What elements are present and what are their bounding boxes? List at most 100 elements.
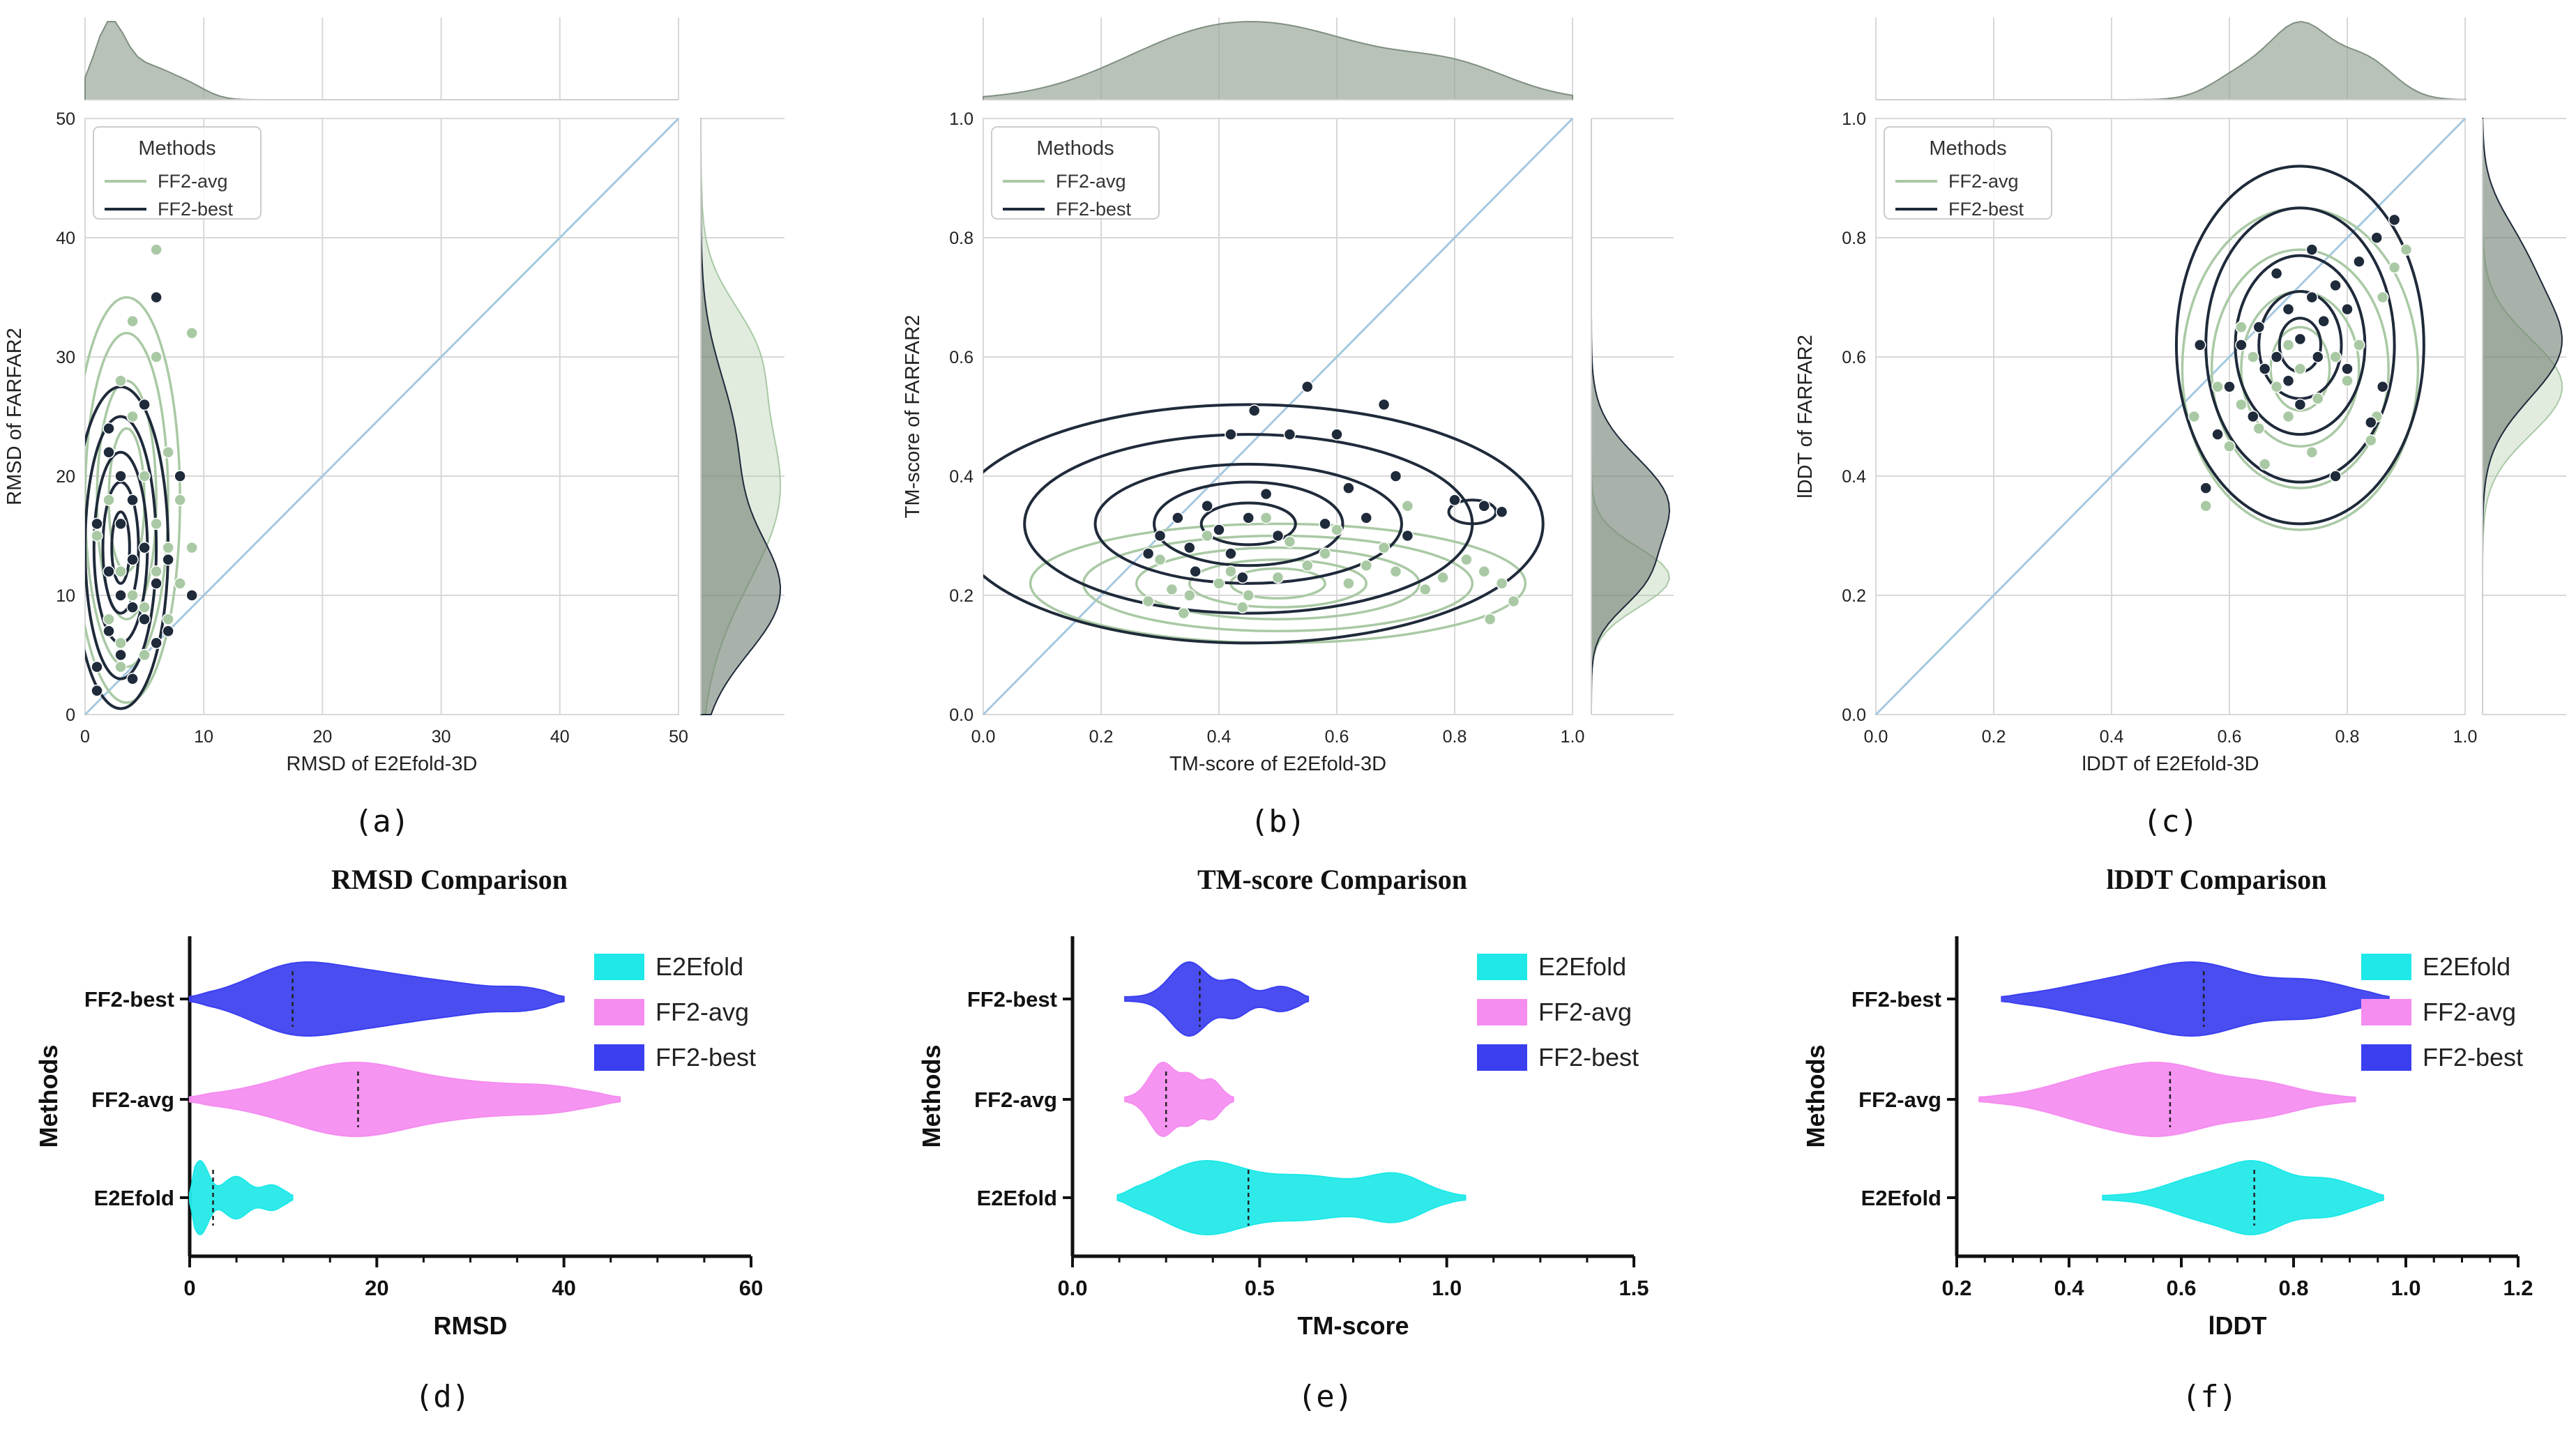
data-point-ff2-best (1183, 541, 1196, 554)
violin-legend-label: FF2-best (656, 1043, 756, 1071)
data-point-ff2-avg (1419, 583, 1432, 596)
data-point-ff2-best (2223, 381, 2236, 393)
data-point-ff2-avg (114, 374, 127, 387)
data-point-ff2-avg (150, 517, 162, 531)
violin-category-label: FF2-best (84, 987, 174, 1012)
y-tick-label: 0.8 (1842, 229, 1866, 248)
data-point-ff2-best (103, 422, 115, 435)
data-point-ff2-best (114, 517, 127, 531)
data-point-ff2-best (1236, 571, 1249, 584)
data-point-ff2-best (2252, 321, 2265, 333)
data-point-ff2-best (126, 553, 139, 566)
data-point-ff2-avg (1478, 565, 1490, 578)
violin-x-axis-label: RMSD (434, 1311, 508, 1340)
data-point-ff2-best (162, 553, 174, 566)
data-point-ff2-best (103, 625, 115, 638)
data-point-ff2-avg (1507, 595, 1520, 608)
marginal-top-density (1876, 20, 2466, 100)
data-point-ff2-best (2317, 314, 2330, 328)
violin-category-label: FF2-avg (91, 1088, 174, 1112)
violin-shape-e2efold (2102, 1159, 2384, 1236)
data-point-ff2-best (2329, 279, 2342, 292)
violin-x-tick-label: 1.2 (2503, 1276, 2533, 1300)
x-tick-label: 1.0 (1561, 727, 1585, 747)
violin-legend-swatch (1477, 999, 1527, 1025)
identity-line (84, 117, 680, 716)
y-tick-label: 0 (66, 705, 75, 725)
kde-contour-ff2-best (1199, 501, 1297, 547)
panel-caption: (d) (415, 1379, 470, 1414)
data-point-ff2-best (2211, 428, 2224, 441)
data-point-ff2-best (138, 541, 151, 554)
marginal-right-density-ff2-best (1591, 119, 1671, 715)
violin-shape-ff2-avg (1124, 1061, 1234, 1138)
legend-label-ff2-avg: FF2-avg (158, 171, 228, 192)
violin-category-label: E2Efold (977, 1186, 1057, 1210)
legend-label-ff2-best: FF2-best (1948, 199, 2024, 220)
data-point-ff2-avg (1377, 541, 1391, 554)
violin-legend-label: FF2-best (2423, 1043, 2523, 1071)
violin-y-axis-label: Methods (1801, 1045, 1830, 1148)
violin-x-tick-label: 0.4 (2054, 1276, 2084, 1300)
data-point-ff2-avg (2312, 392, 2324, 405)
legend-label-ff2-best: FF2-best (158, 199, 234, 220)
data-point-ff2-best (150, 291, 162, 304)
data-point-ff2-best (2365, 416, 2377, 429)
data-point-ff2-best (114, 648, 127, 662)
data-point-ff2-best (1225, 428, 1237, 441)
violin-legend-swatch (1477, 1044, 1527, 1071)
data-point-ff2-best (2235, 339, 2248, 351)
x-tick-label: 0.4 (2100, 727, 2124, 747)
violin-x-tick-label: 1.0 (1432, 1276, 1462, 1300)
legend-title: Methods (138, 137, 215, 160)
data-point-ff2-avg (1271, 571, 1285, 584)
x-axis-label: TM-score of E2Efold-3D (1169, 753, 1386, 775)
data-point-ff2-avg (1401, 500, 1414, 512)
data-point-ff2-best (2305, 243, 2319, 256)
data-point-ff2-best (138, 398, 151, 411)
data-point-ff2-avg (2388, 261, 2401, 274)
panel-caption: (a) (354, 804, 409, 839)
data-point-ff2-best (150, 636, 162, 650)
data-point-ff2-avg (2305, 446, 2319, 459)
identity-line (982, 117, 1574, 716)
x-tick-label: 30 (432, 727, 451, 747)
legend-box (991, 126, 1160, 220)
data-point-ff2-avg (1460, 553, 1473, 566)
data-point-ff2-avg (2365, 434, 2377, 447)
violin-y-axis-label: Methods (34, 1045, 63, 1148)
data-point-ff2-avg (1225, 565, 1237, 578)
data-point-ff2-avg (1183, 589, 1196, 602)
x-tick-label: 0.0 (971, 727, 996, 747)
data-point-ff2-avg (185, 541, 198, 554)
x-axis-label: RMSD of E2Efold-3D (287, 753, 478, 775)
x-tick-label: 0.6 (2218, 727, 2242, 747)
panel-caption: (b) (1250, 804, 1305, 839)
violin-title: RMSD Comparison (331, 864, 568, 895)
violin-shape-ff2-avg (1978, 1062, 2356, 1137)
violin-title: TM-score Comparison (1197, 864, 1467, 895)
violin-x-axis-label: TM-score (1297, 1311, 1409, 1340)
data-point-ff2-best (2194, 339, 2206, 351)
y-tick-label: 1.0 (1842, 109, 1866, 129)
data-point-ff2-best (2258, 363, 2271, 375)
panel-caption: (f) (2182, 1379, 2237, 1414)
data-point-ff2-best (1225, 547, 1237, 560)
data-point-ff2-avg (174, 577, 186, 590)
kde-contour-ff2-best (1153, 480, 1344, 567)
y-axis-label: lDDT of FARFAR2 (1794, 335, 1817, 498)
y-tick-label: 0.4 (949, 467, 973, 487)
data-point-ff2-best (1495, 505, 1508, 519)
data-point-ff2-avg (1389, 565, 1402, 578)
kde-contour-ff2-best (983, 403, 1545, 645)
data-point-ff2-avg (103, 613, 115, 625)
violin-legend-swatch (594, 1044, 644, 1071)
data-point-ff2-avg (174, 494, 186, 506)
data-point-ff2-best (1153, 529, 1167, 542)
data-point-ff2-avg (138, 470, 151, 482)
x-tick-label: 1.0 (2453, 727, 2478, 747)
x-tick-label: 20 (312, 727, 332, 747)
y-tick-label: 20 (56, 467, 75, 487)
data-point-ff2-best (2341, 303, 2354, 316)
data-point-ff2-best (1319, 517, 1331, 531)
